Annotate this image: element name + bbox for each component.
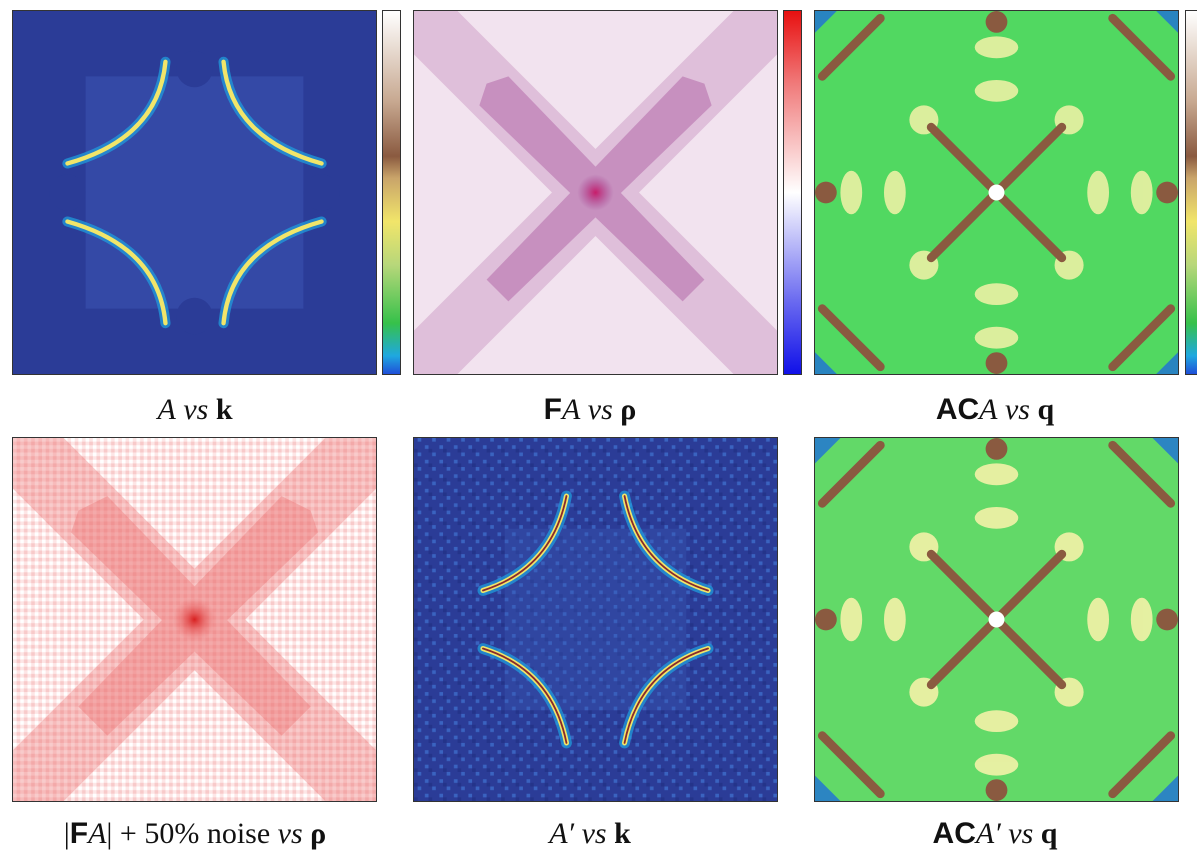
autocorrelation-map-aprime bbox=[815, 438, 1178, 801]
spectral-map-a bbox=[13, 11, 376, 374]
caption-a-vs-k: A vs k bbox=[157, 393, 233, 426]
spectral-map-aprime bbox=[414, 438, 777, 801]
panel-a-vs-k bbox=[12, 10, 377, 375]
panel-acaprime-vs-q bbox=[814, 437, 1179, 802]
caption-fa-vs-rho: FA vs ρ bbox=[543, 393, 637, 426]
caption-acaprime-vs-q: ACA′ vs q bbox=[932, 817, 1058, 850]
caption-aca-vs-q: ACA vs q bbox=[935, 393, 1055, 426]
panel-fa-noise-vs-rho bbox=[12, 437, 377, 802]
caption-aprime-vs-k: A′ vs k bbox=[549, 817, 631, 850]
colorbar-spectral bbox=[382, 10, 401, 375]
panel-aca-vs-q bbox=[814, 10, 1179, 375]
colorbar-spectral-right bbox=[1185, 10, 1197, 375]
panel-aprime-vs-k bbox=[413, 437, 778, 802]
colorbar-diverging bbox=[783, 10, 802, 375]
autocorrelation-map-a bbox=[815, 11, 1178, 374]
panel-fa-vs-rho bbox=[413, 10, 778, 375]
fourier-map-fa bbox=[414, 11, 777, 374]
fourier-map-noisy bbox=[13, 438, 376, 801]
caption-fa-noise-vs-rho: |FA| + 50% noise vs ρ bbox=[63, 817, 327, 850]
